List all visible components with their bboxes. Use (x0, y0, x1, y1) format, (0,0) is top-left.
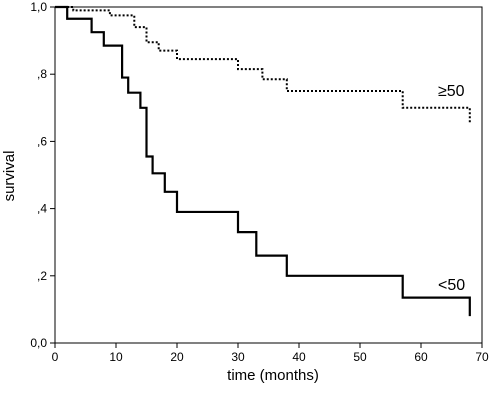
x-tick-label: 0 (52, 350, 59, 364)
y-tick-label: 0,0 (30, 336, 47, 350)
y-tick-label: ,4 (37, 202, 47, 216)
series-line-lt50 (55, 5, 471, 317)
x-tick-label: 10 (109, 350, 123, 364)
series-label-ge50: ≥50 (438, 83, 465, 100)
plot-frame (54, 6, 483, 344)
series-line-ge50 (55, 6, 471, 123)
y-axis: 0,0 ,2 ,4 ,6 ,8 1,0 (30, 0, 55, 350)
x-tick-label: 30 (231, 350, 245, 364)
x-tick-label: 60 (414, 350, 428, 364)
x-axis-title: time (months) (227, 367, 319, 384)
x-tick-label: 70 (475, 350, 489, 364)
y-tick-label: ,6 (37, 134, 47, 148)
x-tick-label: 40 (292, 350, 306, 364)
x-axis: 0 10 20 30 40 50 60 70 (52, 343, 489, 364)
label-layer: time (months) survival ≥50 <50 (1, 83, 465, 384)
series-layer (55, 5, 471, 317)
y-tick-label: ,2 (37, 269, 47, 283)
y-tick-label: ,8 (37, 67, 47, 81)
plot-area (54, 6, 483, 344)
x-tick-label: 20 (170, 350, 184, 364)
series-label-lt50: <50 (438, 277, 465, 294)
y-axis-title: survival (1, 151, 18, 202)
y-tick-label: 1,0 (30, 0, 47, 14)
x-tick-label: 50 (353, 350, 367, 364)
